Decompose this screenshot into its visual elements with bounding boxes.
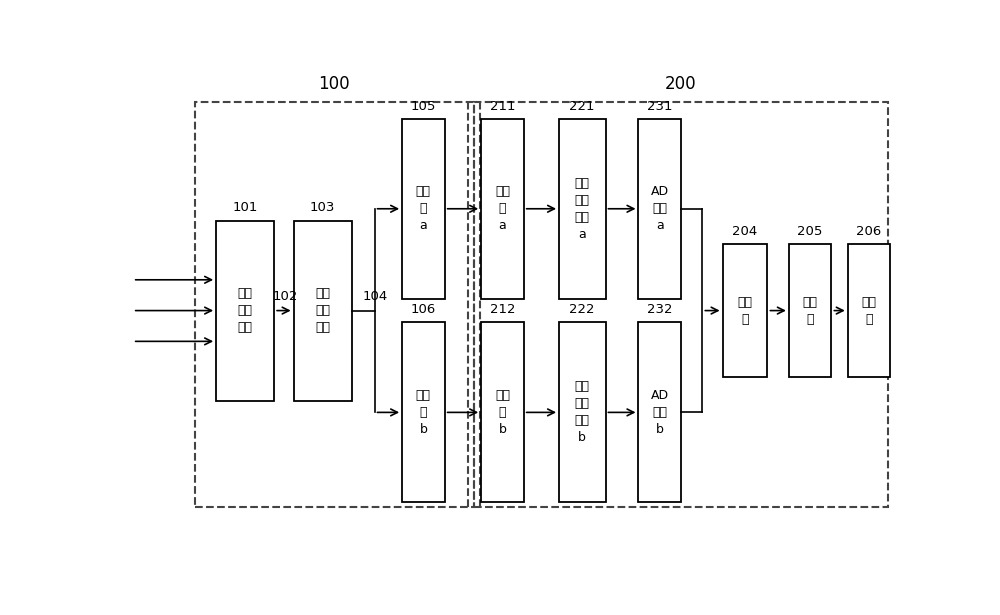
Bar xyxy=(481,322,524,502)
Bar xyxy=(474,102,888,507)
Text: AD
采集
a: AD 采集 a xyxy=(651,185,669,232)
Bar xyxy=(195,102,474,507)
Bar xyxy=(294,221,352,400)
Text: 滤光
片
b: 滤光 片 b xyxy=(416,389,431,436)
Text: 宽带
通滤
光片: 宽带 通滤 光片 xyxy=(315,287,330,334)
Bar xyxy=(638,119,681,299)
Text: 204: 204 xyxy=(732,225,758,238)
Text: 探测
器
b: 探测 器 b xyxy=(495,389,510,436)
Text: 信号
预处
理器
b: 信号 预处 理器 b xyxy=(575,381,590,445)
Bar xyxy=(402,322,445,502)
Text: 106: 106 xyxy=(411,303,436,316)
Text: 232: 232 xyxy=(647,303,672,316)
Bar xyxy=(723,244,767,377)
Bar xyxy=(481,119,524,299)
Text: 104: 104 xyxy=(363,290,388,303)
Text: 滤光
片
a: 滤光 片 a xyxy=(416,185,431,232)
Text: AD
采集
b: AD 采集 b xyxy=(651,389,669,436)
Bar xyxy=(789,244,831,377)
Text: 200: 200 xyxy=(665,75,697,93)
Text: 102: 102 xyxy=(273,290,298,303)
Text: 103: 103 xyxy=(310,202,335,215)
Text: 231: 231 xyxy=(647,100,672,113)
Text: 下位
机: 下位 机 xyxy=(738,296,753,325)
Text: 212: 212 xyxy=(490,303,515,316)
Text: 205: 205 xyxy=(797,225,823,238)
Bar xyxy=(559,322,606,502)
Text: 信号
预处
理器
a: 信号 预处 理器 a xyxy=(575,177,590,240)
Text: 222: 222 xyxy=(570,303,595,316)
Text: 显示
器: 显示 器 xyxy=(862,296,876,325)
Text: 探测
器
a: 探测 器 a xyxy=(495,185,510,232)
Text: 221: 221 xyxy=(570,100,595,113)
Text: 上位
机: 上位 机 xyxy=(803,296,818,325)
Text: 光纤
耦合
镜头: 光纤 耦合 镜头 xyxy=(238,287,253,334)
Bar xyxy=(848,244,890,377)
Text: 101: 101 xyxy=(232,202,258,215)
Bar xyxy=(402,119,445,299)
Bar xyxy=(638,322,681,502)
Bar xyxy=(559,119,606,299)
Text: 211: 211 xyxy=(490,100,515,113)
Text: 100: 100 xyxy=(318,75,350,93)
Text: 206: 206 xyxy=(856,225,882,238)
Bar xyxy=(216,221,274,400)
Text: 105: 105 xyxy=(411,100,436,113)
